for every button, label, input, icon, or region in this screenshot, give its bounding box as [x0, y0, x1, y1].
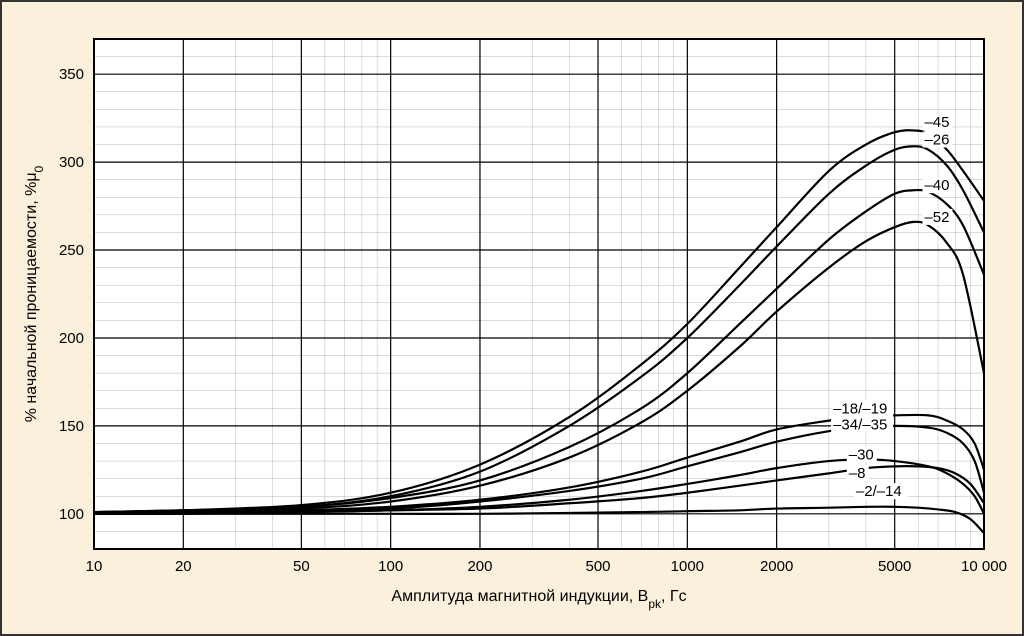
series-label--30: –30: [849, 446, 874, 463]
x-tick: 5000: [878, 558, 911, 575]
x-tick: 50: [293, 558, 310, 575]
series-label--45: –45: [924, 114, 949, 131]
x-tick: 200: [467, 558, 492, 575]
y-tick: 200: [59, 330, 84, 347]
series-label--52: –52: [924, 209, 949, 226]
series-label--34/-35: –34/–35: [833, 416, 887, 433]
x-tick: 1000: [671, 558, 704, 575]
x-tick: 500: [586, 558, 611, 575]
y-tick: 300: [59, 154, 84, 171]
x-tick: 100: [378, 558, 403, 575]
x-axis-label: Амплитуда магнитной индукции, Bpk, Гс: [391, 588, 686, 611]
x-tick: 20: [175, 558, 192, 575]
y-tick: 250: [59, 242, 84, 259]
y-tick: 150: [59, 418, 84, 435]
y-tick: 100: [59, 506, 84, 523]
series-label--26: –26: [924, 132, 949, 149]
series-label--2/-14: –2/–14: [856, 483, 902, 500]
x-tick: 10 000: [961, 558, 1007, 575]
x-tick: 2000: [760, 558, 793, 575]
chart-frame: –45–26 –40 –52 –18/–19–34/–35 –30 –8–2/–14 10 2…: [0, 0, 1024, 636]
series-label--40: –40: [924, 177, 949, 194]
y-tick: 350: [59, 66, 84, 83]
permeability-chart: –45–26 –40 –52 –18/–19–34/–35 –30 –8–2/–14 10 2…: [14, 14, 1010, 622]
x-tick: 10: [86, 558, 103, 575]
series-label--18/-19: –18/–19: [833, 401, 887, 418]
y-axis-label: % начальной проницаемости, %μ0: [23, 165, 46, 422]
series-label--8: –8: [849, 465, 866, 482]
